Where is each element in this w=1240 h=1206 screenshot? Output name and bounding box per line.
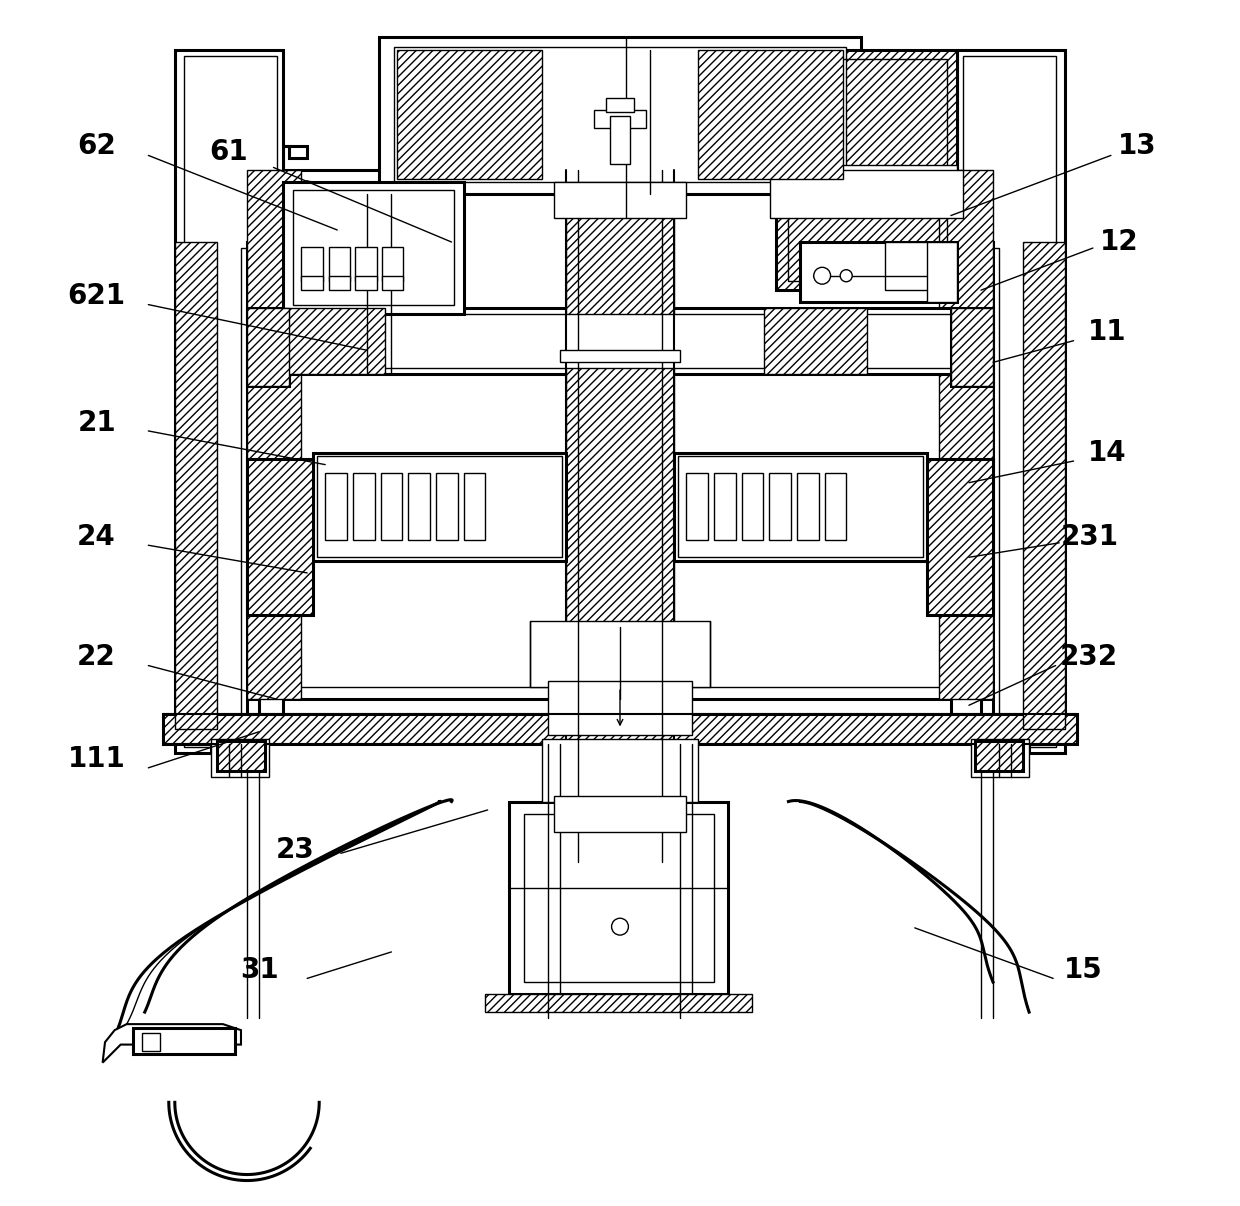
Bar [559, 350, 681, 362]
Bar [289, 315, 951, 368]
Text: 31: 31 [239, 956, 278, 984]
Bar [485, 994, 753, 1012]
Bar [565, 170, 675, 862]
Bar [951, 309, 993, 386]
Text: 621: 621 [68, 282, 125, 310]
Bar [742, 473, 763, 540]
Bar [776, 49, 957, 291]
Bar [554, 182, 686, 218]
Bar [247, 458, 314, 615]
Bar [951, 309, 993, 386]
Bar [764, 309, 867, 374]
Bar [926, 242, 957, 303]
Bar [247, 309, 289, 386]
Bar [678, 456, 924, 557]
Bar [283, 309, 386, 374]
Text: 231: 231 [1060, 523, 1118, 551]
Bar [698, 49, 843, 180]
Text: 21: 21 [77, 409, 115, 437]
Bar [789, 59, 947, 281]
Bar [211, 739, 269, 778]
Bar [247, 170, 993, 699]
Bar [175, 242, 217, 730]
Bar [523, 814, 714, 982]
Text: 22: 22 [77, 643, 117, 672]
Bar [382, 247, 403, 281]
Text: 15: 15 [1064, 956, 1102, 984]
Bar [926, 458, 993, 615]
Bar [975, 742, 1023, 772]
Text: 24: 24 [77, 523, 117, 551]
Bar [939, 170, 993, 699]
Bar [259, 182, 981, 687]
Bar [162, 714, 1078, 744]
Bar [247, 170, 301, 699]
Bar [314, 452, 565, 561]
Bar [594, 110, 646, 128]
Bar [283, 182, 464, 315]
Polygon shape [932, 146, 981, 730]
Bar [408, 473, 430, 540]
Bar [884, 242, 957, 291]
Polygon shape [103, 1024, 241, 1062]
Text: 61: 61 [210, 137, 248, 165]
Bar [554, 796, 686, 832]
Bar [133, 1028, 234, 1054]
Bar [382, 276, 403, 291]
Bar [1023, 242, 1065, 730]
Text: 23: 23 [275, 836, 315, 863]
Bar [316, 456, 562, 557]
Bar [329, 247, 351, 281]
Bar [436, 473, 458, 540]
Bar [769, 473, 791, 540]
Bar [714, 473, 735, 540]
Bar [247, 458, 314, 615]
Bar [825, 473, 846, 540]
Text: 62: 62 [77, 131, 117, 159]
Bar [542, 739, 698, 802]
Bar [293, 191, 454, 305]
Text: 12: 12 [1100, 228, 1138, 256]
Bar [797, 473, 818, 540]
Bar [301, 276, 322, 291]
Bar [353, 473, 374, 540]
Bar [356, 247, 377, 281]
Polygon shape [259, 146, 308, 730]
Bar [356, 276, 377, 291]
Bar [379, 37, 861, 194]
Text: 13: 13 [1118, 131, 1157, 159]
Bar [329, 276, 351, 291]
Bar [381, 473, 402, 540]
Circle shape [611, 918, 629, 935]
Bar [776, 165, 957, 182]
Text: 14: 14 [1087, 439, 1127, 467]
Bar [397, 49, 542, 180]
Text: 111: 111 [68, 745, 125, 773]
Bar [971, 739, 1029, 778]
Bar [394, 47, 846, 182]
Bar [675, 452, 926, 561]
Bar [301, 247, 322, 281]
Text: 232: 232 [1060, 643, 1118, 672]
Bar [686, 473, 708, 540]
Bar [325, 473, 347, 540]
Bar [529, 621, 711, 687]
Bar [926, 458, 993, 615]
Polygon shape [175, 49, 283, 754]
Bar [610, 116, 630, 164]
Bar [605, 98, 635, 112]
Bar [247, 309, 289, 386]
Bar [217, 742, 265, 772]
Bar [464, 473, 485, 540]
Polygon shape [957, 49, 1065, 754]
Bar [510, 802, 728, 994]
Circle shape [841, 270, 852, 282]
Bar [548, 681, 692, 736]
Bar [143, 1032, 160, 1050]
Bar [801, 242, 957, 303]
Bar [770, 170, 963, 218]
Text: 11: 11 [1087, 318, 1127, 346]
Bar [283, 309, 957, 374]
Circle shape [813, 268, 831, 285]
